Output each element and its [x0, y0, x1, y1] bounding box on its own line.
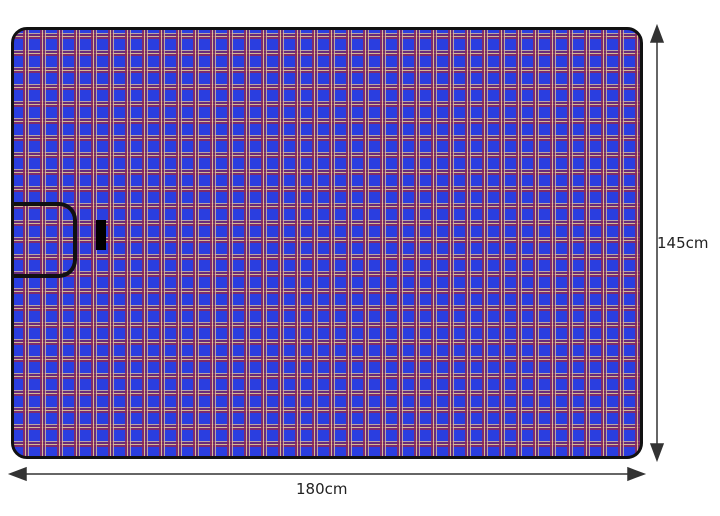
arrow-head-right	[627, 466, 647, 482]
arrow-head-down	[649, 443, 665, 463]
height-label: 145cm	[657, 234, 709, 252]
velcro-strap	[96, 220, 106, 250]
arrow-head-left	[7, 466, 27, 482]
arrow-head-up	[649, 23, 665, 43]
width-label: 180cm	[296, 480, 348, 498]
picnic-blanket	[11, 27, 643, 459]
fold-flap	[14, 202, 77, 278]
